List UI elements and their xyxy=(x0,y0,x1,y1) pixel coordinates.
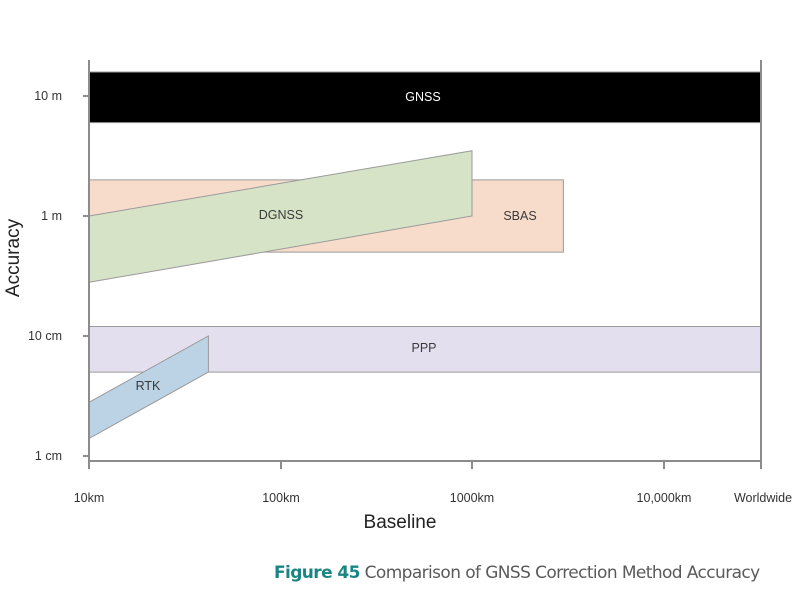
y-axis-label: Accuracy xyxy=(3,218,24,297)
figure-number: Figure 45 xyxy=(274,563,360,583)
x-tick-label: 10,000km xyxy=(637,491,692,505)
y-tick-label: 10 cm xyxy=(28,329,62,343)
gnss-band-label: GNSS xyxy=(405,90,440,104)
caption-text: Comparison of GNSS Correction Method Acc… xyxy=(364,563,761,583)
accuracy-baseline-chart: GNSS SBAS DGNSS PPP RTK 10km 100km 1000km 10,00… xyxy=(3,60,792,533)
ppp-band-label: PPP xyxy=(411,341,436,355)
x-tick-label: 1000km xyxy=(450,491,494,505)
y-tick-label: 1 cm xyxy=(35,449,62,463)
x-axis-label: Baseline xyxy=(364,512,437,533)
figure-caption: Figure 45 Comparison of GNSS Correction … xyxy=(274,563,760,583)
x-tick-label: Worldwide xyxy=(734,491,792,505)
y-tick-label: 10 m xyxy=(34,89,62,103)
x-tick-label: 10km xyxy=(74,491,105,505)
sbas-band-label: SBAS xyxy=(503,209,536,223)
rtk-band-label: RTK xyxy=(136,379,161,393)
dgnss-band-label: DGNSS xyxy=(259,208,303,222)
y-tick-label: 1 m xyxy=(41,209,62,223)
x-tick-label: 100km xyxy=(262,491,300,505)
